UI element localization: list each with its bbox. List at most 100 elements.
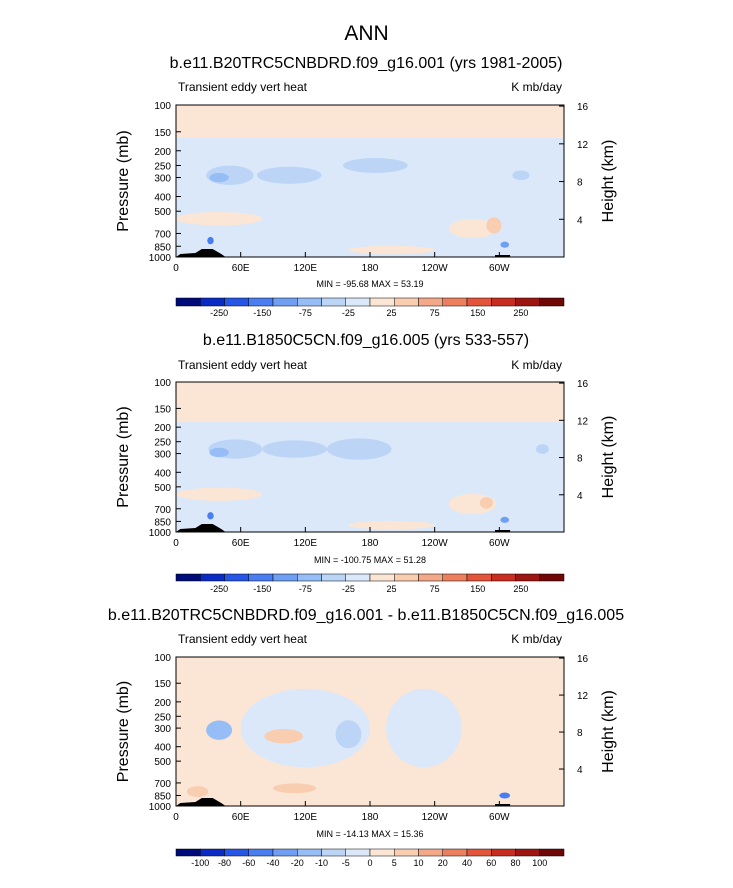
figure-title: ANN <box>344 22 389 45</box>
colorbar-label: -150 <box>253 308 271 318</box>
y2-tick-label: 16 <box>577 654 589 665</box>
plot-area <box>176 657 564 806</box>
colorbar-label: 100 <box>532 858 547 868</box>
panel-title: b.e11.B20TRC5CNBDRD.f09_g16.001 (yrs 198… <box>170 55 563 72</box>
colorbar-swatch <box>418 573 443 582</box>
topography <box>176 524 226 532</box>
colorbar-swatch <box>394 297 419 307</box>
colorbar-label: 250 <box>513 584 528 594</box>
colorbar-label: 75 <box>430 584 440 594</box>
y-tick-label: 300 <box>154 724 171 735</box>
field-contour <box>348 245 435 255</box>
colorbar-swatch <box>394 848 419 857</box>
y2-tick-label: 12 <box>577 416 589 427</box>
colorbar-swatch <box>321 848 346 857</box>
field-contour <box>256 166 322 184</box>
field-contour <box>499 792 511 799</box>
field-band <box>176 382 564 423</box>
field-contour <box>343 158 408 173</box>
colorbar-label: 40 <box>462 858 472 868</box>
colorbar-swatch <box>321 573 346 582</box>
y-tick-label: 250 <box>154 161 171 172</box>
topography <box>176 249 226 257</box>
colorbar-label: -10 <box>315 858 328 868</box>
y-tick-label: 200 <box>154 423 171 434</box>
topography <box>495 804 511 806</box>
y-tick-label: 700 <box>154 779 171 790</box>
colorbar-swatch <box>224 848 249 857</box>
colorbar-swatch <box>200 848 225 857</box>
colorbar-label: 5 <box>392 858 397 868</box>
field-contour <box>273 783 317 794</box>
field-contour <box>335 720 362 749</box>
colorbar-label: -5 <box>342 858 350 868</box>
y2-tick-label: 4 <box>577 215 583 226</box>
colorbar-label: -40 <box>266 858 279 868</box>
topography <box>495 255 511 257</box>
colorbar-label: -25 <box>342 308 355 318</box>
field-contour <box>535 444 549 455</box>
colorbar-label: 80 <box>510 858 520 868</box>
colorbar-swatch <box>442 297 468 307</box>
y2-tick-label: 8 <box>577 454 583 465</box>
y-tick-label: 1000 <box>149 528 172 539</box>
y-axis-title: Pressure (mb) <box>115 406 132 507</box>
y-tick-label: 150 <box>154 404 171 415</box>
y2-tick-label: 8 <box>577 728 583 739</box>
field-contour <box>209 447 229 458</box>
y-tick-label: 500 <box>154 207 171 218</box>
colorbar-swatch <box>369 573 395 582</box>
field-contour <box>240 688 370 768</box>
colorbar-label: -75 <box>299 584 312 594</box>
y2-tick-label: 16 <box>577 379 589 390</box>
field-band <box>176 105 564 139</box>
colorbar-swatch <box>200 573 225 582</box>
y-tick-label: 150 <box>154 128 171 139</box>
field-contour <box>209 172 229 183</box>
colorbar-label: -250 <box>210 584 228 594</box>
colorbar-label: 20 <box>438 858 448 868</box>
y-tick-label: 100 <box>154 101 171 112</box>
y2-axis-title: Height (km) <box>600 690 617 773</box>
colorbar-swatch <box>369 297 395 307</box>
colorbar-swatch <box>321 297 346 307</box>
colorbar-swatch <box>175 848 201 857</box>
colorbar-swatch <box>369 848 395 857</box>
y-tick-label: 850 <box>154 791 171 802</box>
colorbar-swatch <box>491 297 516 307</box>
colorbar-label: 25 <box>387 584 397 594</box>
field-contour <box>500 241 510 248</box>
field-contour <box>262 440 327 458</box>
y-tick-label: 400 <box>154 468 171 479</box>
colorbar-swatch <box>345 297 371 307</box>
x-tick-label: 180 <box>362 812 379 823</box>
y-tick-label: 300 <box>154 174 171 185</box>
colorbar-swatch <box>248 573 274 582</box>
colorbar-label: -20 <box>291 858 304 868</box>
colorbar-swatch <box>515 573 540 582</box>
colorbar-label: 150 <box>470 308 485 318</box>
y-tick-label: 100 <box>154 653 171 664</box>
y-tick-label: 1000 <box>149 802 172 813</box>
x-tick-label: 180 <box>362 263 379 274</box>
left-string: Transient eddy vert heat <box>178 358 308 372</box>
panel-title: b.e11.B1850C5CN.f09_g16.005 (yrs 533-557… <box>203 332 529 349</box>
colorbar-label: -60 <box>242 858 255 868</box>
field-background <box>176 657 564 806</box>
y-tick-label: 200 <box>154 698 171 709</box>
colorbar-swatch <box>418 297 443 307</box>
right-string: K mb/day <box>511 80 562 94</box>
left-string: Transient eddy vert heat <box>178 80 308 94</box>
topography <box>495 530 511 532</box>
right-string: K mb/day <box>511 358 562 372</box>
x-tick-label: 120W <box>422 812 449 823</box>
panel-title: b.e11.B20TRC5CNBDRD.f09_g16.001 - b.e11.… <box>108 607 624 624</box>
x-tick-label: 120W <box>422 538 449 549</box>
x-tick-label: 120E <box>294 263 318 274</box>
x-tick-label: 120E <box>294 812 318 823</box>
field-contour <box>207 236 214 245</box>
panel-2: b.e11.B1850C5CN.f09_g16.005 (yrs 533-557… <box>115 332 617 594</box>
colorbar-swatch <box>345 848 371 857</box>
colorbar-swatch <box>224 573 249 582</box>
